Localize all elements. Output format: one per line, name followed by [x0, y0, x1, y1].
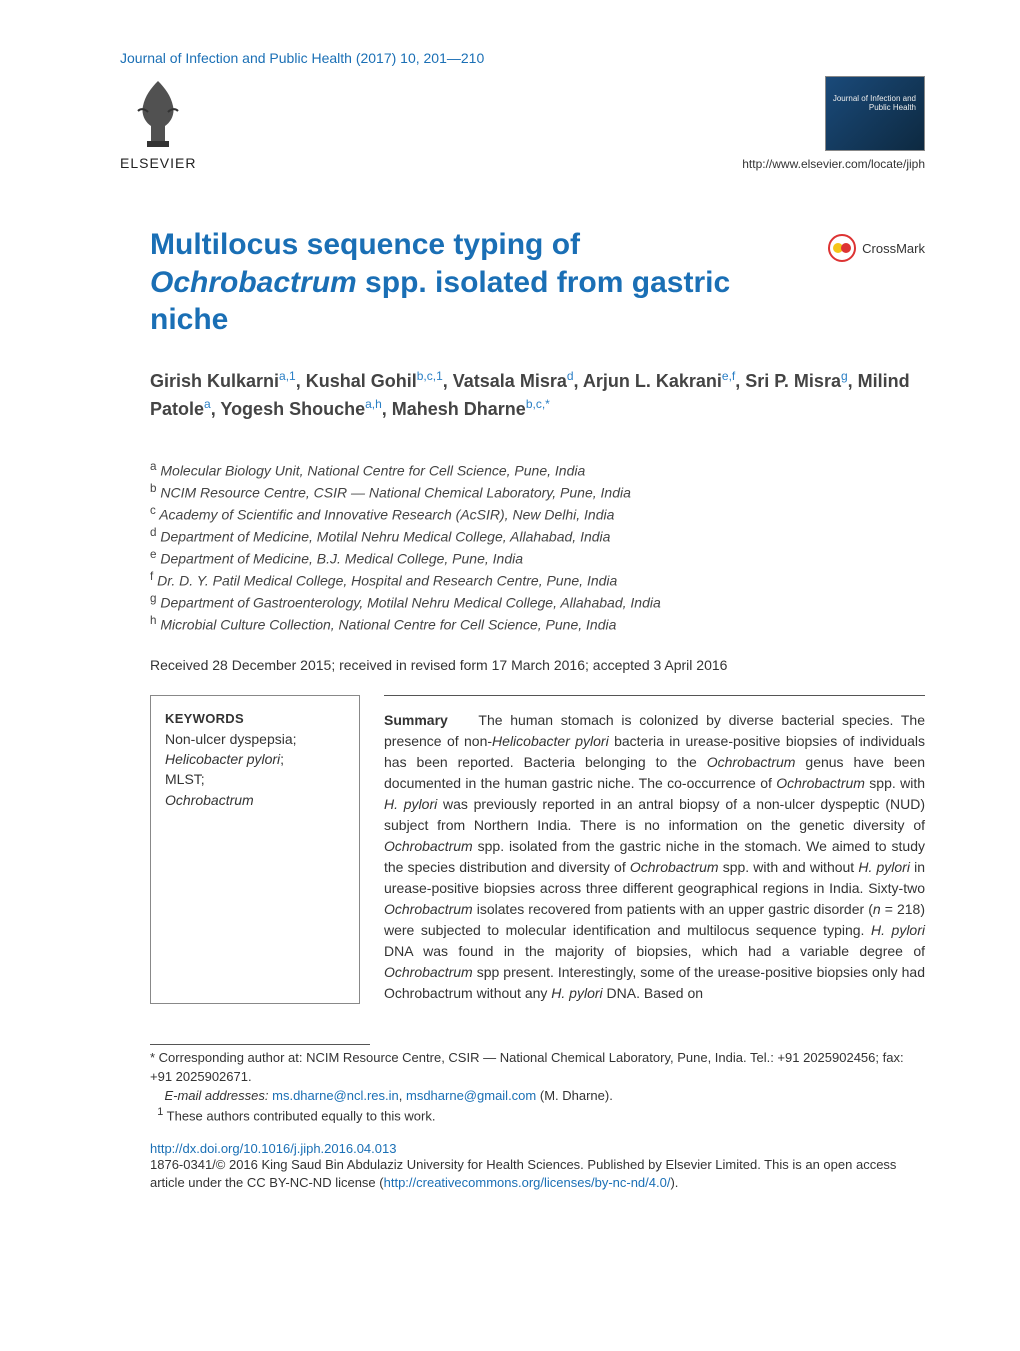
email-link-1[interactable]: ms.dharne@ncl.res.in	[272, 1088, 399, 1103]
affiliation-item: d Department of Medicine, Motilal Nehru …	[150, 525, 925, 547]
summary-text: Summary The human stomach is colonized b…	[384, 695, 925, 1004]
journal-cover-box: Journal of Infection and Public Health h…	[742, 76, 925, 171]
affiliation-item: b NCIM Resource Centre, CSIR — National …	[150, 481, 925, 503]
keywords-items: Non-ulcer dyspepsia;Helicobacter pylori;…	[165, 731, 297, 808]
doi-link[interactable]: http://dx.doi.org/10.1016/j.jiph.2016.04…	[0, 1127, 1020, 1156]
article-title: Multilocus sequence typing of Ochrobactr…	[150, 226, 790, 339]
email-link-2[interactable]: msdharne@gmail.com	[406, 1088, 536, 1103]
crossmark-label: CrossMark	[862, 241, 925, 256]
affiliation-item: h Microbial Culture Collection, National…	[150, 613, 925, 635]
equal-contribution-text: These authors contributed equally to thi…	[167, 1109, 436, 1124]
journal-header-line: Journal of Infection and Public Health (…	[0, 0, 1020, 66]
publisher-logo: ELSEVIER	[120, 76, 196, 171]
keywords-box: KEYWORDS Non-ulcer dyspepsia;Helicobacte…	[150, 695, 360, 1004]
header-row: ELSEVIER Journal of Infection and Public…	[0, 66, 1020, 171]
keywords-heading: KEYWORDS	[165, 711, 244, 726]
article-dates: Received 28 December 2015; received in r…	[0, 635, 1020, 673]
elsevier-tree-icon	[123, 76, 193, 151]
affiliations-list: a Molecular Biology Unit, National Centr…	[0, 424, 1020, 635]
affiliation-item: c Academy of Scientific and Innovative R…	[150, 503, 925, 525]
journal-cover-label: Journal of Infection and Public Health	[826, 95, 916, 113]
crossmark-badge-wrap[interactable]: CrossMark	[828, 234, 925, 262]
crossmark-icon	[828, 234, 856, 262]
abstract-area: KEYWORDS Non-ulcer dyspepsia;Helicobacte…	[150, 695, 925, 1004]
journal-url[interactable]: http://www.elsevier.com/locate/jiph	[742, 157, 925, 171]
affiliation-item: g Department of Gastroenterology, Motila…	[150, 591, 925, 613]
corresponding-author-note: * Corresponding author at: NCIM Resource…	[150, 1049, 925, 1087]
publisher-name: ELSEVIER	[120, 155, 196, 171]
summary-label: Summary	[384, 712, 448, 728]
equal-contribution-note: 1 These authors contributed equally to t…	[150, 1105, 925, 1126]
email-tail: (M. Dharne).	[536, 1088, 613, 1103]
affiliation-item: e Department of Medicine, B.J. Medical C…	[150, 547, 925, 569]
copyright-line: 1876-0341/© 2016 King Saud Bin Abdulaziz…	[0, 1156, 1020, 1192]
email-line: E-mail addresses: ms.dharne@ncl.res.in, …	[150, 1087, 925, 1106]
affiliation-item: f Dr. D. Y. Patil Medical College, Hospi…	[150, 569, 925, 591]
email-label: E-mail addresses:	[164, 1088, 268, 1103]
summary-body: The human stomach is colonized by divers…	[384, 712, 925, 1001]
affiliation-item: a Molecular Biology Unit, National Centr…	[150, 459, 925, 481]
authors-list: Girish Kulkarnia,1, Kushal Gohilb,c,1, V…	[0, 339, 1020, 425]
title-row: Multilocus sequence typing of Ochrobactr…	[0, 171, 1020, 339]
footnotes: * Corresponding author at: NCIM Resource…	[0, 1045, 1020, 1127]
journal-cover-icon: Journal of Infection and Public Health	[825, 76, 925, 151]
